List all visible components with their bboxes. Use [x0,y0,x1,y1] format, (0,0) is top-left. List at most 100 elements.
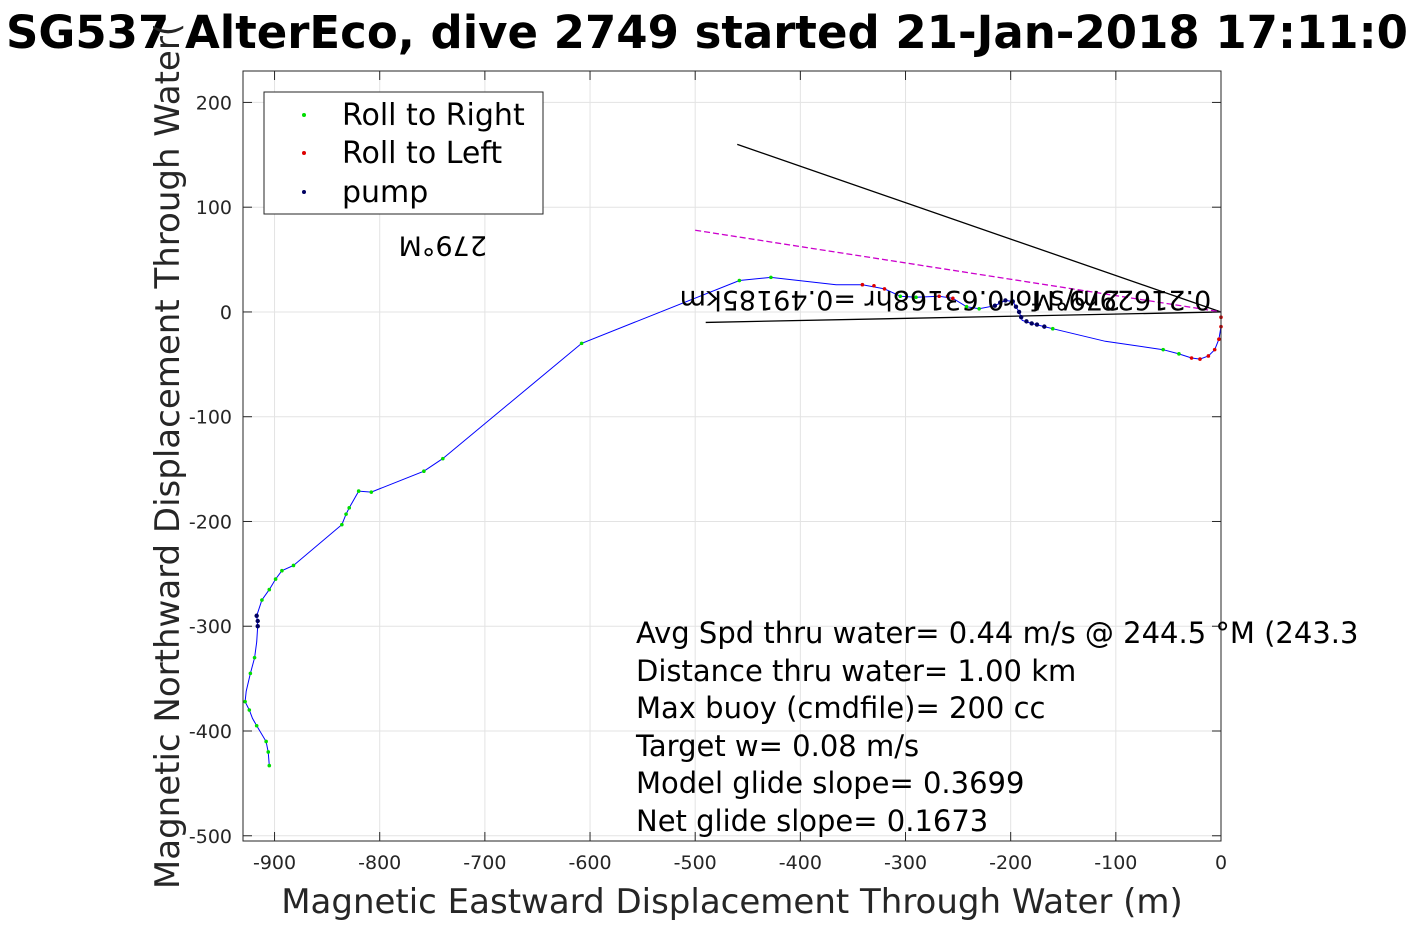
roll-right-point [260,598,264,602]
pump-point [255,624,260,629]
rotated-annotation-group: 279°M [1032,284,1120,315]
roll-right-point [1050,326,1055,331]
roll-left-point [937,294,941,299]
pump-point [1042,324,1047,329]
legend-box [263,91,544,215]
pump-point [255,618,260,624]
ticks [243,71,1222,841]
roll-right-point [1177,352,1181,356]
x-tick-label: -200 [989,852,1032,874]
x-tick-label: -700 [463,852,506,874]
roll-right-point [247,708,252,712]
y-tick-label: -400 [189,721,232,743]
roll-left-point [1217,337,1221,341]
pump-point [997,300,1003,305]
x-tick-label: -300 [884,852,927,874]
roll-right-point [579,341,584,346]
summary-distance: Distance thru water= 1.00 km [636,654,1076,688]
x-tick-label: -800 [358,852,401,874]
x-tick-label: -900 [253,852,296,874]
y-tick-label: 0 [220,302,232,324]
roll-right-point [266,750,271,754]
rotated-annotation: 279°M [1032,284,1120,315]
rotated-annotation-group: 0.21629m/s for0.63168hr =0.49185km [680,284,1211,315]
pump-point [1029,321,1034,326]
x-tick-label: -600 [568,852,611,874]
rotated-annotations: 279°M0.21629m/s for0.63168hr =0.49185km2… [399,230,1212,316]
legend-marker-pump [302,190,306,194]
roll-right-point [422,469,426,473]
pump-point [992,303,998,308]
roll-left-point [1206,354,1211,358]
x-tick-label: -400 [779,852,822,874]
roll-right-point [977,307,981,311]
current-line [737,143,1222,313]
roll-right-point [248,671,253,676]
roll-right-point [273,577,278,581]
y-tick-label: -500 [189,826,232,848]
roll-right-point [1161,347,1165,352]
roll-right-point [254,723,259,728]
pump-point [1010,299,1015,304]
x-tick-label: 0 [1215,852,1227,874]
pump-point [1003,298,1008,303]
roll-right-point [441,456,445,461]
summary-text: Avg Spd thru water= 0.44 m/s @ 244.5 °M … [635,616,1358,838]
roll-right-point [264,739,268,744]
roll-left-point [882,287,887,291]
x-tick-label: -500 [674,852,717,874]
magenta-line [695,229,1222,313]
pump-point [1013,304,1019,309]
roll-left-point [945,294,950,299]
roll-right-point [243,699,247,704]
y-tick-label: 100 [196,197,232,219]
y-tick-label: -200 [189,511,232,533]
roll-right-point [898,294,903,299]
roll-right-point [340,522,344,527]
roll-right-point [914,295,918,300]
roll-left-point [951,296,955,301]
roll-left-point [860,282,865,287]
roll-right-point [252,655,257,660]
legend-marker-roll-left [302,151,306,155]
plot-frame [242,70,1222,842]
summary-max-buoy: Max buoy (cmdfile)= 200 cc [636,691,1045,725]
roll-right-point [356,489,361,493]
pump-point [1018,314,1024,320]
y-tick-label: 200 [196,92,232,114]
roll-right-point [964,304,969,309]
roll-left-point [872,283,876,288]
summary-net-glide: Net glide slope= 0.1673 [636,804,988,838]
pump-point [1016,309,1022,315]
roll-right-point [344,512,348,516]
roll-left-point [1212,347,1217,352]
legend-label-roll-left: Roll to Left [342,136,502,171]
pump-point [1024,319,1029,324]
pump-point [1034,322,1040,327]
legend-label-roll-right: Roll to Right [342,98,525,133]
points-layer [243,275,1223,768]
rotated-annotation: 279°M [399,230,487,261]
legend-marker-roll-right [302,113,306,117]
y-tick-label: -300 [189,616,232,638]
roll-right-point [769,275,773,280]
roll-left-point [1189,356,1194,360]
roll-right-point [280,568,284,573]
tick-labels: -900 -800 -700 -600 -500 -400 -300 -200 -100 0 -50… [189,92,1227,874]
current-lines [695,143,1222,324]
summary-target-w: Target w= 0.08 m/s [635,729,919,763]
roll-right-point [737,278,742,283]
chart-title: SG537 AlterEco, dive 2749 started 21-Jan… [6,6,1408,59]
x-axis-label: Magnetic Eastward Displacement Through W… [281,882,1183,922]
current-line [705,311,1222,324]
roll-right-point [369,490,374,494]
roll-right-point [291,563,296,568]
legend: Roll to Right Roll to Left pump [263,91,544,215]
x-tick-label: -100 [1094,852,1137,874]
y-tick-label: -100 [189,407,232,429]
grid [243,71,1222,841]
roll-right-point [267,763,272,768]
roll-right-point [347,506,352,510]
rotated-annotation: 0.21629m/s for0.63168hr =0.49185km [680,284,1211,315]
roll-left-point [1198,357,1202,361]
